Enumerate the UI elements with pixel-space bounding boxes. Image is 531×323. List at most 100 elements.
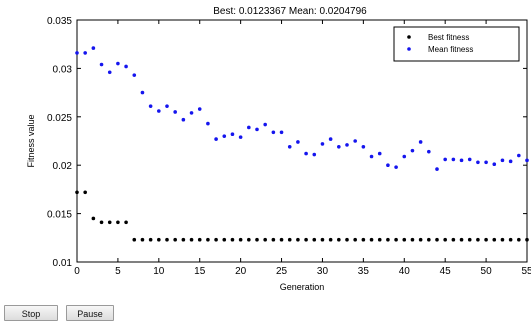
- data-point: [525, 237, 529, 242]
- y-axis-label: Fitness value: [26, 114, 36, 167]
- data-point: [214, 137, 218, 141]
- legend: Best fitness Mean fitness: [393, 26, 520, 62]
- legend-box: [393, 26, 520, 62]
- data-point: [75, 51, 79, 55]
- data-point: [525, 158, 529, 163]
- data-point: [427, 149, 431, 154]
- data-point: [124, 220, 128, 225]
- data-point: [328, 137, 333, 141]
- x-axis-label: Generation: [280, 282, 325, 292]
- x-tick-label: 50: [481, 266, 493, 277]
- x-tick-label: 40: [399, 266, 411, 277]
- x-tick-label: 55: [521, 266, 531, 277]
- data-point: [476, 237, 480, 242]
- data-point: [165, 237, 169, 242]
- data-point: [459, 158, 464, 163]
- data-point: [418, 237, 423, 242]
- data-point: [206, 121, 210, 126]
- data-point: [165, 104, 169, 108]
- x-tick-label: 5: [115, 266, 121, 277]
- data-point: [157, 237, 161, 242]
- data-point: [369, 237, 374, 242]
- data-point: [410, 237, 415, 242]
- data-point: [296, 237, 300, 242]
- x-tick-label: 30: [317, 266, 329, 277]
- data-point: [508, 159, 513, 164]
- data-point: [394, 237, 398, 242]
- x-tick-label: 10: [153, 266, 165, 277]
- legend-label: Best fitness: [428, 33, 469, 42]
- legend-marker: [407, 47, 411, 51]
- data-point: [222, 134, 227, 138]
- chart-title: Best: 0.0123367 Mean: 0.0204796: [213, 6, 367, 17]
- data-point: [435, 237, 439, 242]
- data-point: [279, 130, 284, 135]
- data-point: [304, 237, 308, 242]
- data-point: [386, 163, 390, 167]
- y-tick-label: 0.035: [47, 16, 72, 27]
- x-tick-label: 0: [74, 266, 80, 277]
- data-point: [386, 237, 390, 242]
- data-point: [435, 167, 439, 171]
- data-point: [345, 143, 349, 147]
- data-point: [222, 237, 227, 242]
- data-point: [279, 237, 284, 242]
- x-tick-label: 45: [440, 266, 452, 277]
- data-point: [459, 237, 464, 242]
- data-point: [181, 117, 186, 122]
- data-point: [83, 190, 87, 195]
- axis-ticks: 0 5 10 15 20 25 30 35 40 45 50 55 0.01 0.015 0.02 0.025…: [47, 16, 531, 277]
- data-point: [255, 237, 259, 242]
- data-point: [410, 148, 415, 153]
- data-point: [337, 145, 341, 149]
- data-point: [140, 90, 145, 95]
- data-point: [91, 46, 96, 50]
- data-point: [353, 139, 357, 143]
- data-point: [247, 125, 251, 130]
- data-point: [517, 237, 521, 242]
- data-point: [173, 110, 177, 114]
- data-point: [91, 216, 96, 221]
- data-point: [75, 190, 79, 195]
- data-point: [443, 237, 447, 242]
- data-point: [287, 145, 292, 149]
- data-point: [320, 142, 325, 146]
- y-tick-label: 0.03: [53, 64, 73, 75]
- data-point: [484, 237, 488, 242]
- data-point: [189, 237, 194, 242]
- stop-button[interactable]: Stop: [4, 305, 58, 321]
- data-point: [157, 109, 161, 113]
- data-point: [238, 135, 243, 139]
- data-point: [124, 64, 128, 69]
- data-point: [377, 151, 382, 156]
- data-point: [132, 237, 137, 242]
- x-tick-label: 25: [276, 266, 288, 277]
- data-point: [230, 132, 235, 137]
- data-point: [418, 140, 423, 144]
- data-point: [312, 152, 317, 157]
- data-point: [517, 153, 521, 158]
- pause-button[interactable]: Pause: [66, 305, 114, 321]
- data-point: [287, 237, 292, 242]
- data-point: [467, 157, 472, 162]
- data-point: [328, 237, 333, 242]
- legend-marker: [407, 35, 411, 39]
- data-point: [181, 237, 186, 242]
- data-point: [508, 237, 513, 242]
- data-point: [492, 237, 497, 242]
- data-point: [361, 237, 366, 242]
- data-point: [189, 111, 194, 115]
- series-0: [75, 190, 529, 242]
- data-point: [451, 157, 456, 162]
- data-point: [132, 73, 137, 77]
- data-point: [197, 107, 202, 111]
- data-point: [443, 157, 447, 162]
- data-point: [140, 237, 145, 242]
- data-point: [263, 237, 267, 242]
- data-point: [451, 237, 456, 242]
- data-point: [427, 237, 431, 242]
- x-tick-label: 20: [235, 266, 247, 277]
- data-point: [99, 62, 104, 67]
- data-point: [247, 237, 251, 242]
